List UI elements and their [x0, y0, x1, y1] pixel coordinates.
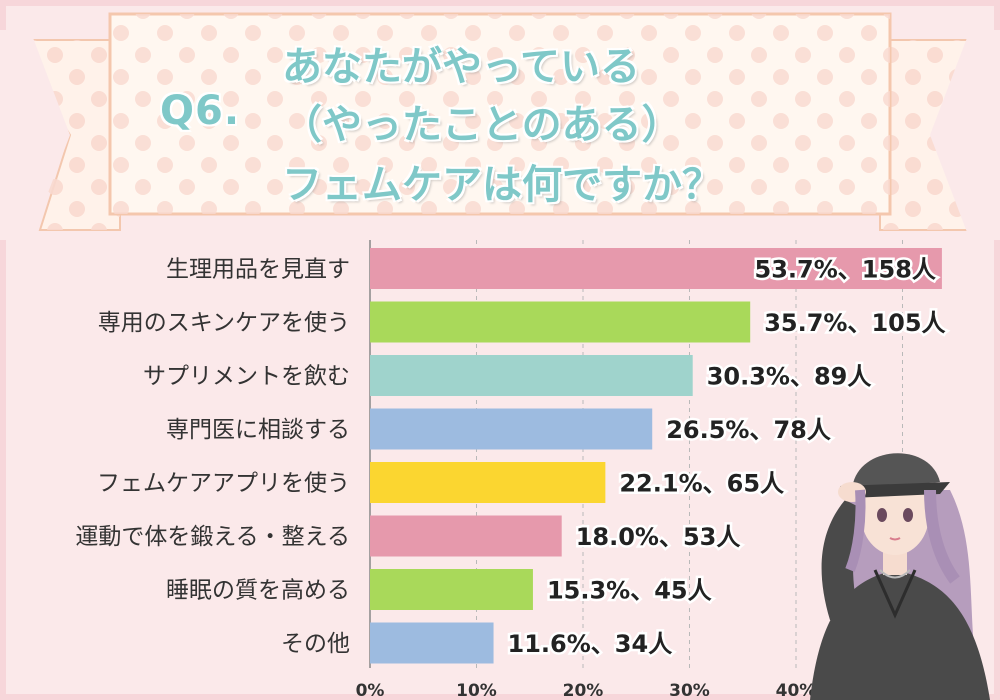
category-label: 生理用品を見直す — [166, 257, 350, 283]
data-label: 15.3%、45人 — [547, 577, 712, 605]
x-tick-label: 20% — [563, 681, 604, 700]
data-label: 18.0%、53人 — [576, 523, 741, 551]
category-label: 運動で体を鍛える・整える — [75, 524, 350, 550]
x-tick-label: 0% — [356, 681, 385, 700]
x-tick-label: 10% — [456, 681, 497, 700]
data-label: 26.5%、78人 — [666, 416, 831, 444]
bar — [370, 515, 562, 557]
question-number: Q6. — [160, 88, 241, 134]
category-label: その他 — [281, 631, 350, 657]
bar — [370, 569, 533, 610]
data-label: 53.7%、158人 — [755, 256, 936, 284]
bar — [370, 248, 942, 289]
bar — [370, 301, 751, 343]
x-tick-label: 30% — [669, 681, 710, 700]
category-label: 睡眠の質を高める — [166, 578, 350, 604]
category-label: フェムケアアプリを使う — [97, 471, 350, 497]
data-label: 22.1%、65人 — [619, 470, 784, 498]
bar-chart: 0%10%20%30%40%50%生理用品を見直す53.7%、158人専用のスキ… — [75, 240, 948, 700]
category-label: 専用のスキンケアを使う — [98, 310, 350, 336]
data-label: 11.6%、34人 — [508, 630, 673, 658]
bar — [370, 408, 653, 450]
category-label: サプリメントを飲む — [143, 364, 350, 390]
x-tick-label: 40% — [776, 681, 817, 700]
title-banner — [0, 12, 1000, 240]
data-label: 30.3%、89人 — [707, 363, 872, 391]
woman-illustration — [810, 453, 990, 700]
bar — [370, 462, 606, 503]
title-line-2: （やったことのある） — [282, 102, 682, 148]
category-label: 専門医に相談する — [166, 417, 350, 443]
title-line-1: あなたがやっている — [282, 44, 640, 90]
data-label: 35.7%、105人 — [764, 309, 945, 337]
bar — [370, 622, 494, 664]
bar — [370, 355, 693, 396]
title-line-3: フェムケアは何ですか？ — [282, 162, 722, 208]
